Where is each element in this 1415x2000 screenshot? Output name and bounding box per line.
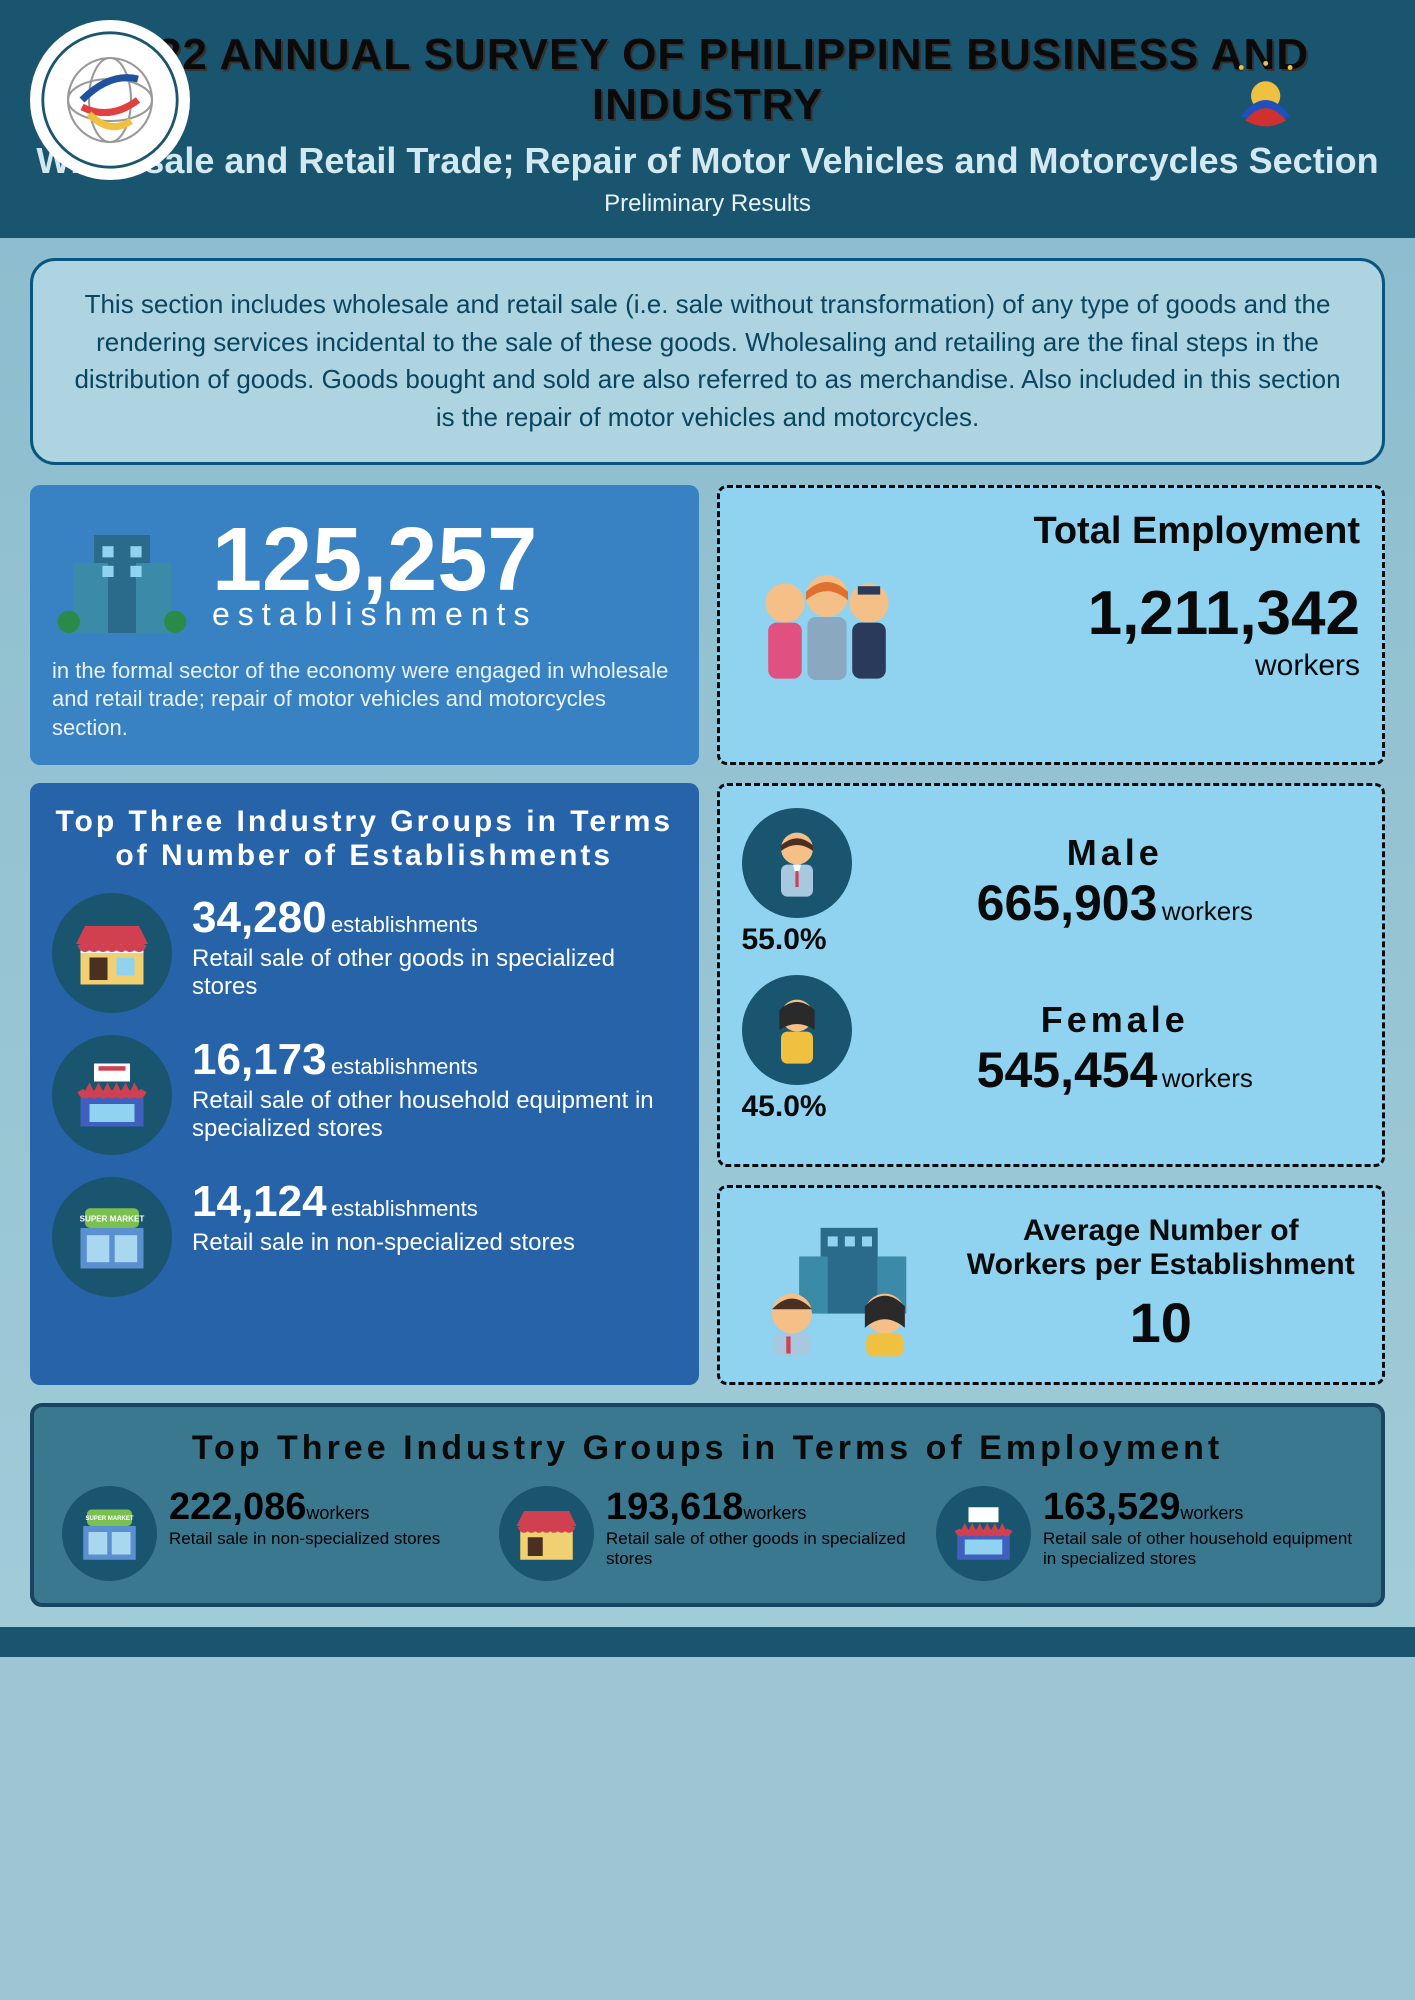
supermarket-icon: SUPER MARKET	[67, 1192, 157, 1282]
footer-bar	[0, 1627, 1415, 1657]
ind1-num: 34,280	[192, 893, 327, 942]
header: BAGONG PILIPINAS 2022 ANNUAL SURVEY OF P…	[0, 0, 1415, 238]
bagong-pilipinas-logo: BAGONG PILIPINAS	[1225, 20, 1385, 180]
male-label: Male	[870, 832, 1361, 874]
psa-logo	[30, 20, 190, 180]
ind2-num: 16,173	[192, 1035, 327, 1084]
top3-emp-card: Top Three Industry Groups in Terms of Em…	[30, 1403, 1385, 1607]
female-label: Female	[870, 999, 1361, 1041]
emp-number: 1,211,342	[1088, 578, 1360, 649]
employment-card: Total Employment 1,211,342 workers	[717, 485, 1386, 765]
store-icon-small-1	[509, 1496, 584, 1571]
ind-row-3: SUPER MARKET 14,124 establishments Retai…	[52, 1177, 677, 1297]
est-label: establishments	[212, 596, 537, 633]
emp3-num: 163,529	[1043, 1486, 1180, 1528]
avg-num: 10	[962, 1290, 1361, 1355]
ind2-unit: establishments	[331, 1054, 478, 1079]
svg-text:SUPER MARKET: SUPER MARKET	[85, 1516, 133, 1522]
content: This section includes wholesale and reta…	[0, 238, 1415, 1627]
supermarket-icon-small: SUPER MARKET	[72, 1496, 147, 1571]
male-num: 665,903	[977, 875, 1158, 931]
male-unit: workers	[1162, 896, 1253, 926]
male-pct: 55.0%	[742, 923, 852, 957]
title-sub: Wholesale and Retail Trade; Repair of Mo…	[20, 140, 1395, 182]
ind3-num: 14,124	[192, 1177, 327, 1226]
emp2-unit: workers	[743, 1503, 806, 1523]
avg-title: Average Number of Workers per Establishm…	[962, 1214, 1361, 1282]
avg-icon	[742, 1210, 942, 1360]
top3-est-card: Top Three Industry Groups in Terms of Nu…	[30, 783, 699, 1385]
emp3-unit: workers	[1180, 1503, 1243, 1523]
infographic-page: BAGONG PILIPINAS 2022 ANNUAL SURVEY OF P…	[0, 0, 1415, 1657]
male-icon	[742, 808, 852, 918]
tagline: BAGONG PILIPINAS	[1306, 87, 1385, 119]
establishments-card: 125,257 establishments in the formal sec…	[30, 485, 699, 765]
ind3-desc: Retail sale in non-specialized stores	[192, 1229, 575, 1258]
ind2-desc: Retail sale of other household equipment…	[192, 1087, 677, 1145]
female-icon	[742, 975, 852, 1085]
emp-title: Total Employment	[742, 510, 1361, 553]
avg-card: Average Number of Workers per Establishm…	[717, 1185, 1386, 1385]
workers-icon	[742, 561, 912, 701]
emp-item-1: SUPER MARKET 222,086workers Retail sale …	[62, 1486, 479, 1581]
female-pct: 45.0%	[742, 1090, 852, 1124]
ind-row-1: 34,280 establishments Retail sale of oth…	[52, 893, 677, 1013]
emp-unit: workers	[1088, 649, 1360, 683]
emp-item-3: 163,529workers Retail sale of other hous…	[936, 1486, 1353, 1581]
gender-card: 55.0% Male 665,903 workers 45.0% Female	[717, 783, 1386, 1167]
emp2-num: 193,618	[606, 1486, 743, 1528]
emp-item-2: 193,618workers Retail sale of other good…	[499, 1486, 916, 1581]
est-desc: in the formal sector of the economy were…	[52, 657, 677, 743]
emp1-desc: Retail sale in non-specialized stores	[169, 1529, 440, 1549]
ind-row-2: 16,173 establishments Retail sale of oth…	[52, 1035, 677, 1155]
description-box: This section includes wholesale and reta…	[30, 258, 1385, 465]
emp2-desc: Retail sale of other goods in specialize…	[606, 1529, 916, 1570]
ind1-unit: establishments	[331, 912, 478, 937]
top3-est-title: Top Three Industry Groups in Terms of Nu…	[52, 805, 677, 873]
store-icon-small-2	[946, 1496, 1021, 1571]
store-icon-1	[67, 908, 157, 998]
female-unit: workers	[1162, 1063, 1253, 1093]
store-icon-2	[67, 1050, 157, 1140]
top3-emp-title: Top Three Industry Groups in Terms of Em…	[62, 1429, 1353, 1468]
title-prelim: Preliminary Results	[20, 190, 1395, 218]
est-number: 125,257	[212, 520, 537, 601]
female-num: 545,454	[977, 1042, 1158, 1098]
grid: 125,257 establishments in the formal sec…	[30, 485, 1385, 1385]
emp3-desc: Retail sale of other household equipment…	[1043, 1529, 1353, 1570]
emp1-num: 222,086	[169, 1486, 306, 1528]
building-icon	[52, 507, 192, 647]
ind1-desc: Retail sale of other goods in specialize…	[192, 945, 677, 1003]
ind3-unit: establishments	[331, 1196, 478, 1221]
title-main: 2022 ANNUAL SURVEY OF PHILIPPINE BUSINES…	[20, 30, 1395, 130]
svg-text:SUPER MARKET: SUPER MARKET	[80, 1214, 145, 1223]
emp1-unit: workers	[306, 1503, 369, 1523]
